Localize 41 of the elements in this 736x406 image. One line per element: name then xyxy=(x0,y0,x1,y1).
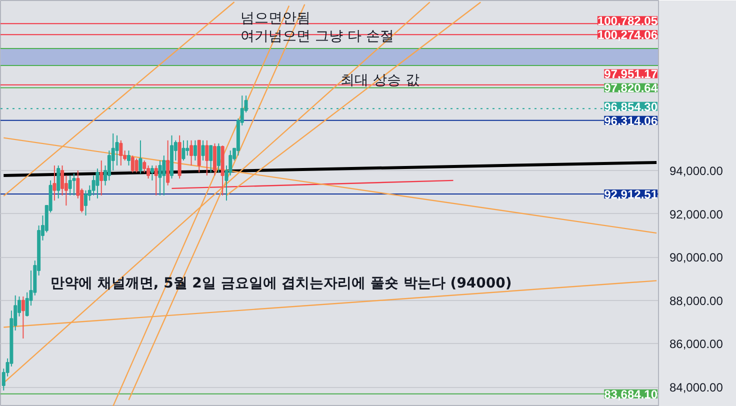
ref-line-label: 97,820.64 xyxy=(604,81,658,96)
candlestick xyxy=(216,142,220,173)
candlestick xyxy=(119,140,123,166)
ref-line-label: 100,274.06 xyxy=(597,28,658,42)
y-tick-label: 92,000.00 xyxy=(670,207,724,222)
ref-line-label: 92,912.51 xyxy=(604,188,658,202)
candlestick xyxy=(52,165,56,202)
ref-line-label: 96,314.06 xyxy=(604,114,658,128)
y-tick-label: 90,000.00 xyxy=(670,250,724,265)
candlestick xyxy=(84,190,88,216)
y-tick-label: 84,000.00 xyxy=(670,380,724,395)
candlestick xyxy=(130,155,134,173)
candlestick xyxy=(96,168,100,199)
candlestick xyxy=(100,160,104,196)
candlestick xyxy=(182,140,186,162)
y-tick-label: 88,000.00 xyxy=(670,294,724,308)
candlestick xyxy=(166,140,170,186)
candlestick xyxy=(126,150,130,166)
candlestick xyxy=(186,140,190,156)
candlestick xyxy=(193,140,197,162)
candlestick xyxy=(72,173,76,196)
candlestick xyxy=(150,165,154,181)
candlestick xyxy=(21,296,25,340)
candlestick xyxy=(115,134,119,166)
ref-line-label: 83,684.10 xyxy=(604,387,658,402)
y-tick-label: 86,000.00 xyxy=(670,337,724,352)
candlestick xyxy=(209,145,213,173)
candlestick xyxy=(162,155,166,196)
candlestick xyxy=(201,140,205,162)
candlestick xyxy=(154,165,158,196)
candlestick xyxy=(142,160,146,173)
ref-line-label: 97,951.17 xyxy=(604,67,658,82)
candlestick xyxy=(190,140,194,166)
y-tick-label: 94,000.00 xyxy=(670,164,724,178)
candlestick xyxy=(138,140,142,174)
candlestick xyxy=(205,140,209,176)
candlestick xyxy=(68,174,72,196)
candlestick xyxy=(56,165,60,199)
candlestick xyxy=(134,158,138,173)
ref-line-label: 96,854.30 xyxy=(604,100,658,114)
ref-line-label: 100,782.05 xyxy=(597,14,658,28)
